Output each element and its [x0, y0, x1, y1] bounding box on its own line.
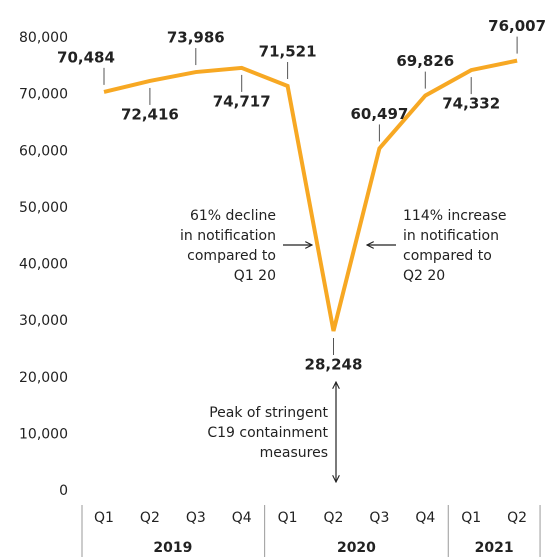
y-tick-label: 30,000 [19, 313, 68, 329]
annotation: Q2 20 [403, 268, 445, 284]
x-tick-label: Q1 [94, 510, 114, 526]
y-tick-label: 80,000 [19, 30, 68, 46]
data-label: 28,248 [305, 356, 363, 374]
data-label: 76,007 [488, 17, 546, 35]
annotation: compared to [187, 248, 276, 264]
y-tick-label: 40,000 [19, 257, 68, 273]
data-label: 74,717 [213, 92, 271, 110]
group-label: 2020 [337, 540, 376, 556]
annotation: in notification [180, 228, 276, 244]
data-label: 70,484 [57, 48, 115, 66]
annotation: 114% increase [403, 208, 506, 224]
x-tick-label: Q1 [278, 510, 298, 526]
annotation: 61% decline [190, 208, 276, 224]
group-label: 2019 [153, 540, 192, 556]
x-tick-label: Q4 [415, 510, 435, 526]
x-tick-label: Q3 [369, 510, 389, 526]
x-tick-label: Q2 [324, 510, 344, 526]
y-tick-label: 20,000 [19, 370, 68, 386]
data-label: 60,497 [350, 105, 408, 123]
data-label: 73,986 [167, 29, 225, 47]
data-label: 71,521 [259, 43, 317, 61]
data-label: 72,416 [121, 105, 179, 123]
data-line [103, 58, 518, 332]
y-tick-label: 10,000 [19, 426, 68, 442]
x-tick-label: Q3 [186, 510, 206, 526]
annotation: C19 containment [207, 425, 328, 441]
x-tick-label: Q2 [507, 510, 527, 526]
y-tick-label: 70,000 [19, 87, 68, 103]
data-label: 74,332 [442, 95, 500, 113]
y-tick-label: 50,000 [19, 200, 68, 216]
annotation: measures [260, 445, 328, 461]
x-tick-label: Q4 [232, 510, 252, 526]
data-label: 69,826 [396, 52, 454, 70]
annotation: Q1 20 [234, 268, 276, 284]
annotation: in notification [403, 228, 499, 244]
x-tick-label: Q2 [140, 510, 160, 526]
group-label: 2021 [475, 540, 514, 556]
x-tick-label: Q1 [461, 510, 481, 526]
annotation: compared to [403, 248, 492, 264]
annotation: Peak of stringent [209, 405, 328, 421]
y-tick-label: 0 [59, 483, 68, 499]
y-tick-label: 60,000 [19, 143, 68, 159]
